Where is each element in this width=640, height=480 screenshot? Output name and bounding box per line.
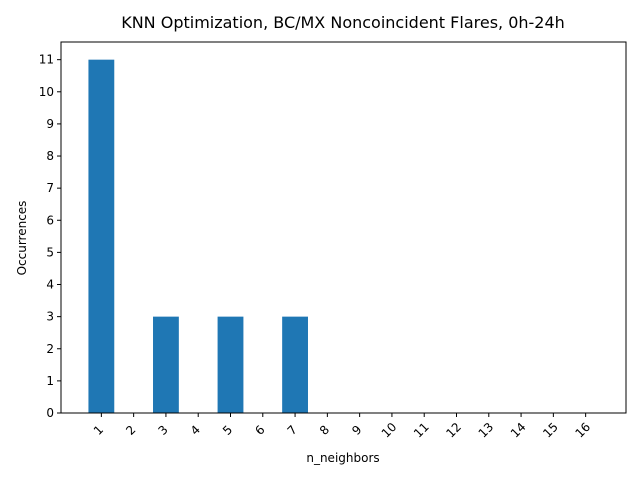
x-tick-label: 16 [572,420,593,441]
bar-3 [153,316,179,413]
y-tick-label: 6 [46,213,54,227]
chart-title: KNN Optimization, BC/MX Noncoincident Fl… [121,13,565,32]
plot-frame [60,41,627,414]
bar-7 [282,316,308,413]
x-tick-label: 14 [508,420,529,441]
y-tick-label: 4 [46,278,54,292]
y-tick-label: 1 [46,374,54,388]
x-tick-label: 6 [252,423,267,438]
y-tick-label: 0 [46,406,54,420]
x-tick-label: 10 [379,420,400,441]
y-tick-label: 11 [39,53,54,67]
x-tick-label: 5 [220,423,235,438]
x-tick-label: 1 [91,423,106,438]
y-tick-label: 7 [46,181,54,195]
y-tick-label: 10 [39,85,54,99]
y-tick-label: 2 [46,342,54,356]
x-axis-label: n_neighbors [306,451,379,465]
x-tick-label: 9 [349,423,364,438]
bar-5 [217,316,244,413]
bar-1 [88,59,115,414]
x-tick-label: 2 [123,423,138,438]
x-tick-label: 7 [285,423,300,438]
x-tick-label: 4 [188,423,203,438]
y-tick-label: 5 [46,245,54,259]
x-tick-label: 12 [443,420,464,441]
y-tick-label: 8 [46,149,54,163]
y-axis-label: Occurrences [15,201,29,276]
y-tick-label: 3 [46,310,54,324]
y-tick-label: 9 [46,117,54,131]
x-tick-label: 11 [411,420,432,441]
x-tick-label: 3 [155,423,170,438]
x-tick-label: 8 [317,423,332,438]
x-tick-label: 13 [476,420,497,441]
x-tick-label: 15 [540,420,561,441]
